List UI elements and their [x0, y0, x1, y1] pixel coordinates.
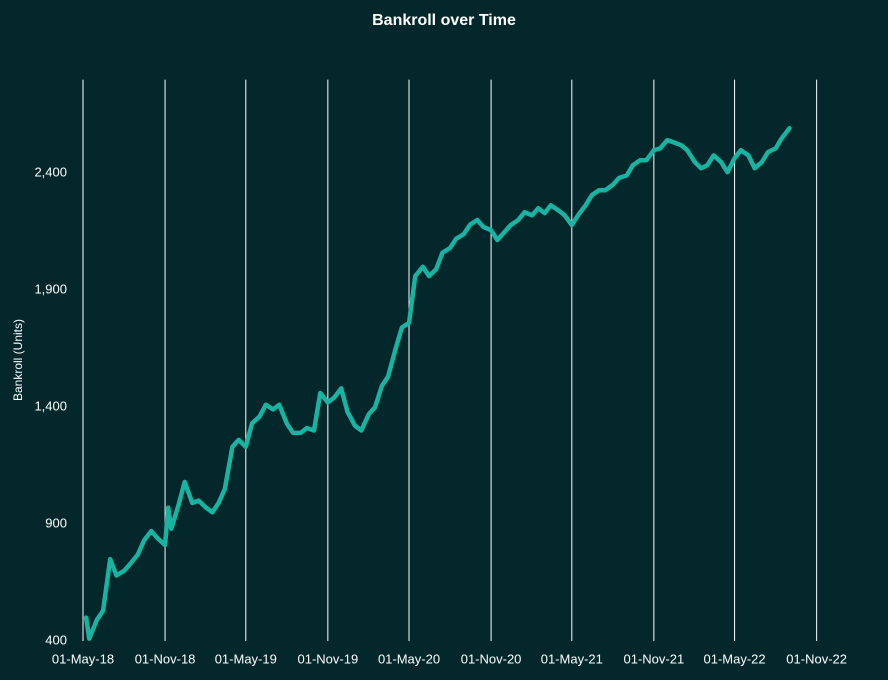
x-tick-label: 01-May-19 [215, 651, 277, 666]
data-line [83, 126, 792, 641]
chart-title: Bankroll over Time [372, 12, 516, 29]
x-tick-label: 01-May-20 [378, 651, 440, 666]
x-tick-label: 01-Nov-19 [297, 651, 358, 666]
x-tick-label: 01-May-22 [704, 651, 766, 666]
x-tick-label: 01-May-21 [541, 651, 603, 666]
y-axis-label: Bankroll (Units) [11, 319, 25, 401]
x-tick-label: 01-May-18 [52, 651, 114, 666]
y-tick-label: 400 [45, 632, 67, 647]
x-tick-label: 01-Nov-20 [461, 651, 522, 666]
y-tick-label: 2,400 [34, 165, 67, 180]
x-tick-label: 01-Nov-22 [786, 651, 847, 666]
x-tick-label: 01-Nov-21 [624, 651, 685, 666]
y-tick-label: 1,400 [34, 399, 67, 414]
y-tick-label: 900 [45, 515, 67, 530]
x-tick-label: 01-Nov-18 [135, 651, 196, 666]
y-tick-label: 1,900 [34, 282, 67, 297]
